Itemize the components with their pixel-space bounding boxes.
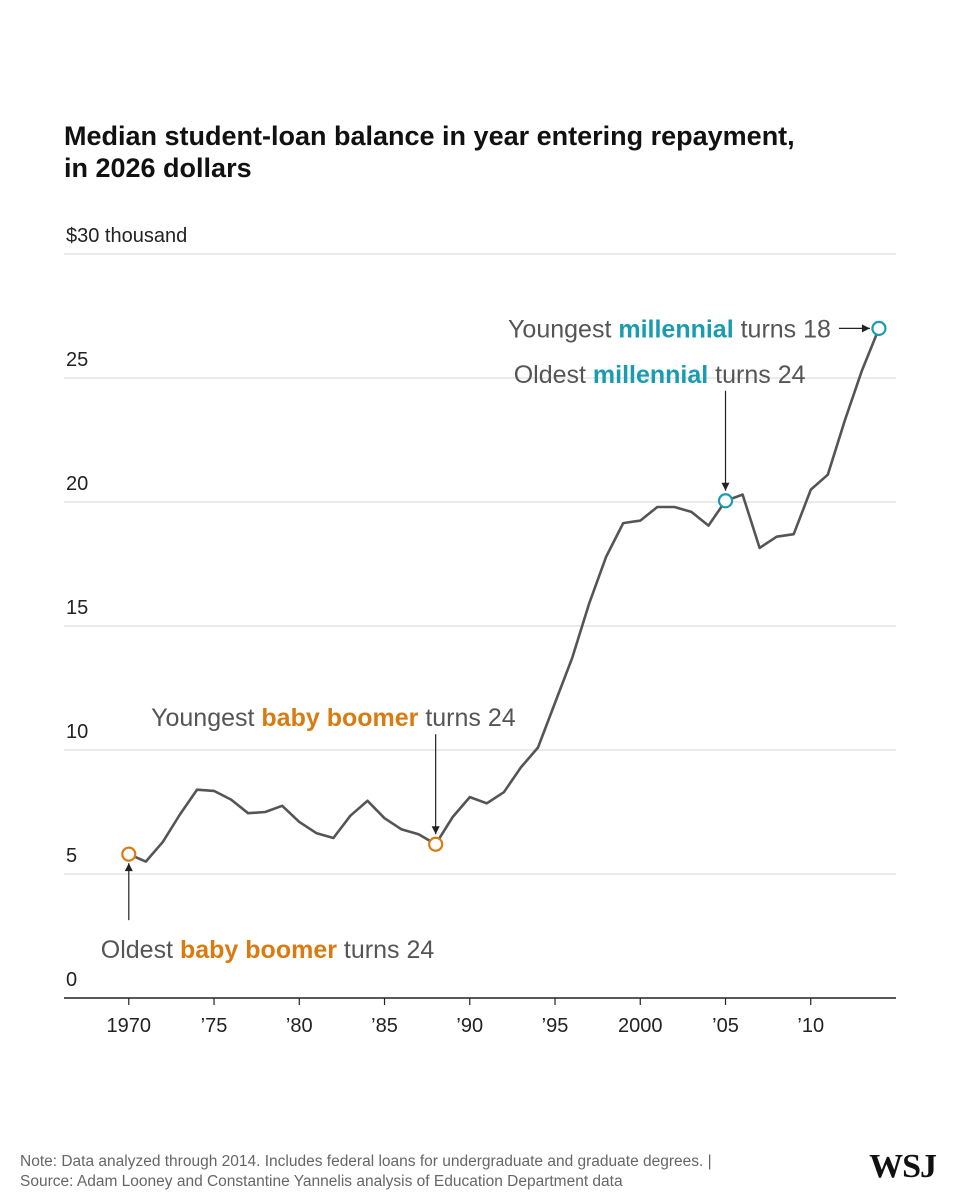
- annotation-2-label: Oldest millennial turns 24: [514, 361, 806, 389]
- y-tick-label-20: 20: [66, 473, 88, 495]
- x-tick-label-1990: ’90: [456, 1015, 483, 1037]
- x-tick-label-1970: 1970: [107, 1015, 152, 1037]
- series-layer: [127, 327, 881, 863]
- annotation-0-label: Oldest baby boomer turns 24: [101, 936, 435, 964]
- annotation-0-arrow-head: [124, 863, 133, 872]
- y-tick-label-5: 5: [66, 845, 77, 867]
- y-tick-label-25: 25: [66, 349, 88, 371]
- y-tick-label-15: 15: [66, 597, 88, 619]
- wsj-logo: WSJ: [869, 1148, 937, 1185]
- chart-title-line1: Median student-loan balance in year ente…: [64, 121, 795, 151]
- annotation-2-marker: [717, 493, 734, 509]
- chart-title: Median student-loan balance in year ente…: [64, 120, 884, 184]
- series-line-0: [127, 327, 881, 863]
- x-tick-label-1975: ’75: [201, 1015, 228, 1037]
- x-tick-label-1980: ’80: [286, 1015, 313, 1037]
- annotation-0-marker: [121, 846, 137, 862]
- chart-title-line2: in 2026 dollars: [64, 153, 252, 183]
- x-tick-label-2005: ’05: [712, 1015, 739, 1037]
- annotation-2-arrow-head: [721, 482, 730, 491]
- y-tick-label-10: 10: [66, 721, 88, 743]
- x-tick-label-2000: 2000: [618, 1015, 663, 1037]
- annotation-3-arrow-head: [861, 324, 870, 333]
- y-tick-label-0: 0: [66, 969, 77, 991]
- x-tick-label-1995: ’95: [542, 1015, 569, 1037]
- y-tick-label-30: $30 thousand: [66, 225, 187, 247]
- y-axis-labels: 0 5 10 15 20 25 $30 thousand: [66, 225, 187, 991]
- grid-lines: [64, 253, 896, 875]
- footer-note: Note: Data analyzed through 2014. Includ…: [20, 1153, 712, 1190]
- annotation-1-label: Youngest baby boomer turns 24: [151, 704, 516, 732]
- annotation-3-label: Youngest millennial turns 18: [508, 315, 831, 343]
- annotation-3-marker: [871, 320, 887, 336]
- annotations: Oldest baby boomer turns 24 Youngest baby…: [101, 315, 887, 964]
- annotation-1-marker: [428, 836, 444, 852]
- x-tick-label-2010: ’10: [797, 1015, 824, 1037]
- line-chart: 0 5 10 15 20 25 $30 thousand 1970 ’75 ’80 ’85 ’90 ’…: [64, 225, 896, 1037]
- x-axis: 1970 ’75 ’80 ’85 ’90 ’95 2000 ’05 ’10: [64, 997, 896, 1037]
- x-tick-label-1985: ’85: [371, 1015, 398, 1037]
- annotation-1-arrow-head: [431, 826, 440, 835]
